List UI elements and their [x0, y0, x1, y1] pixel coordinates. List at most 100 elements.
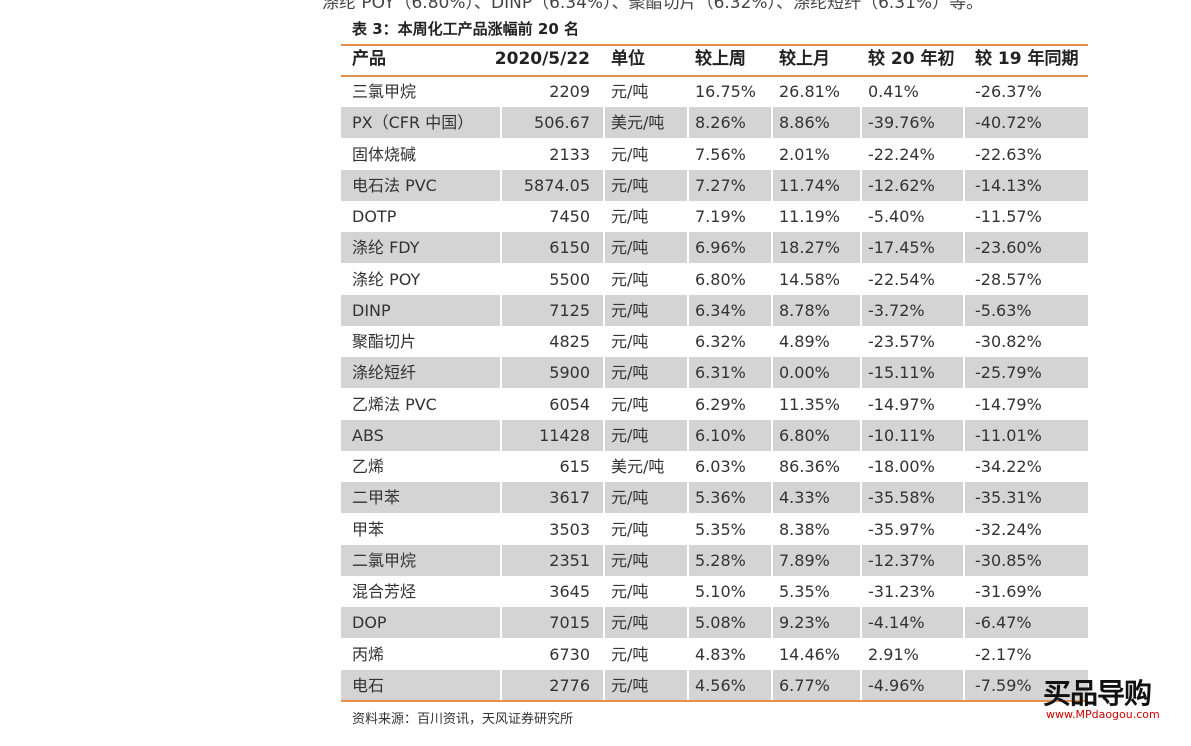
- table-cell: 3645: [549, 582, 590, 601]
- table-cell: -4.14%: [868, 613, 925, 633]
- table-cell: 5.28%: [695, 550, 746, 570]
- table-cell: -2.17%: [975, 644, 1032, 664]
- cell-separator: [603, 107, 605, 139]
- column-header: 较 20 年初: [868, 49, 955, 69]
- table-cell: 4.89%: [779, 332, 830, 351]
- cell-separator: [860, 357, 862, 389]
- table-cell: -17.45%: [868, 238, 935, 258]
- table-cell: 6150: [549, 238, 590, 258]
- cell-separator: [771, 232, 773, 264]
- table-cell: 86.36%: [779, 457, 841, 476]
- table-cell: 7.56%: [695, 144, 746, 164]
- table-cell: -12.62%: [868, 175, 935, 195]
- table-cell: -39.76%: [868, 113, 935, 133]
- cell-separator: [963, 169, 965, 201]
- table-cell: -14.13%: [975, 175, 1042, 195]
- cell-separator: [860, 169, 862, 201]
- table-cell: 11.19%: [779, 207, 841, 226]
- cell-separator: [500, 482, 502, 514]
- table-cell: -40.72%: [975, 113, 1042, 133]
- table-cell: 14.58%: [779, 269, 841, 289]
- table-cell: 元/吨: [611, 332, 649, 351]
- table-cell: ABS: [352, 425, 384, 445]
- column-header: 产品: [352, 49, 386, 69]
- table-cell: -32.24%: [975, 519, 1042, 539]
- cell-separator: [687, 107, 689, 139]
- table-cell: PX（CFR 中国）: [352, 113, 474, 133]
- cell-separator: [500, 544, 502, 576]
- cell-separator: [603, 482, 605, 514]
- top-rule: [341, 44, 1088, 46]
- table-cell: 5900: [549, 363, 590, 383]
- column-header: 较上周: [695, 49, 746, 69]
- cell-separator: [860, 232, 862, 264]
- cell-separator: [963, 607, 965, 639]
- table-cell: 元/吨: [611, 613, 649, 633]
- table-cell: 元/吨: [611, 550, 649, 570]
- table-cell: 2.01%: [779, 144, 830, 164]
- table-cell: -10.11%: [868, 425, 935, 445]
- cell-separator: [963, 232, 965, 264]
- cell-separator: [500, 607, 502, 639]
- table-cell: -23.57%: [868, 332, 935, 351]
- table-title: 表 3：本周化工产品涨幅前 20 名: [352, 20, 579, 38]
- column-header: 较上月: [779, 49, 830, 69]
- cell-separator: [963, 482, 965, 514]
- table-cell: -12.37%: [868, 550, 935, 570]
- cell-separator: [500, 232, 502, 264]
- cell-separator: [603, 232, 605, 264]
- cell-separator: [687, 294, 689, 326]
- table-cell: 聚酯切片: [352, 332, 417, 351]
- table-cell: 涤纶 POY: [352, 269, 421, 289]
- table-cell: 2776: [549, 675, 590, 695]
- table-cell: 甲苯: [352, 519, 385, 539]
- cell-separator: [771, 544, 773, 576]
- table-cell: 固体烧碱: [352, 144, 417, 164]
- table-cell: -5.40%: [868, 207, 925, 226]
- table-cell: 5.35%: [779, 582, 830, 601]
- cell-separator: [771, 419, 773, 451]
- cell-separator: [771, 107, 773, 139]
- cell-separator: [500, 419, 502, 451]
- table-cell: 8.78%: [779, 300, 830, 320]
- table-cell: 7125: [549, 300, 590, 320]
- cell-separator: [963, 419, 965, 451]
- table-cell: 18.27%: [779, 238, 841, 258]
- table-cell: 元/吨: [611, 425, 649, 445]
- table-cell: 615: [559, 457, 590, 476]
- table-cell: 元/吨: [611, 519, 649, 539]
- table-cell: 6.77%: [779, 675, 830, 695]
- cell-separator: [963, 294, 965, 326]
- table-cell: 7.27%: [695, 175, 746, 195]
- table-cell: -14.79%: [975, 394, 1042, 414]
- table-cell: 4825: [549, 332, 590, 351]
- table-cell: 6.03%: [695, 457, 746, 476]
- table-cell: 16.75%: [695, 82, 757, 101]
- table-cell: 4.83%: [695, 644, 746, 664]
- table-cell: 三氯甲烷: [352, 82, 417, 101]
- cell-separator: [860, 607, 862, 639]
- table-cell: DINP: [352, 300, 391, 320]
- cell-separator: [771, 294, 773, 326]
- table-cell: 11.35%: [779, 394, 841, 414]
- table-cell: 乙烯: [352, 457, 385, 476]
- table-cell: 506.67: [534, 113, 590, 133]
- table-cell: 二甲苯: [352, 488, 401, 508]
- header-rule: [341, 75, 1088, 77]
- cell-separator: [771, 607, 773, 639]
- table-cell: -22.63%: [975, 144, 1042, 164]
- table-cell: 6.32%: [695, 332, 746, 351]
- table-cell: 元/吨: [611, 175, 649, 195]
- table-cell: 7015: [549, 613, 590, 633]
- table-cell: 元/吨: [611, 488, 649, 508]
- table-cell: 3617: [549, 488, 590, 508]
- table-cell: 11.74%: [779, 175, 841, 195]
- cell-separator: [860, 107, 862, 139]
- table-cell: 8.26%: [695, 113, 746, 133]
- table-cell: 7.19%: [695, 207, 746, 226]
- cell-separator: [860, 419, 862, 451]
- watermark-url: www.MPdaogou.com: [1046, 708, 1160, 721]
- table-cell: 6.29%: [695, 394, 746, 414]
- cell-separator: [963, 357, 965, 389]
- table-cell: 元/吨: [611, 238, 649, 258]
